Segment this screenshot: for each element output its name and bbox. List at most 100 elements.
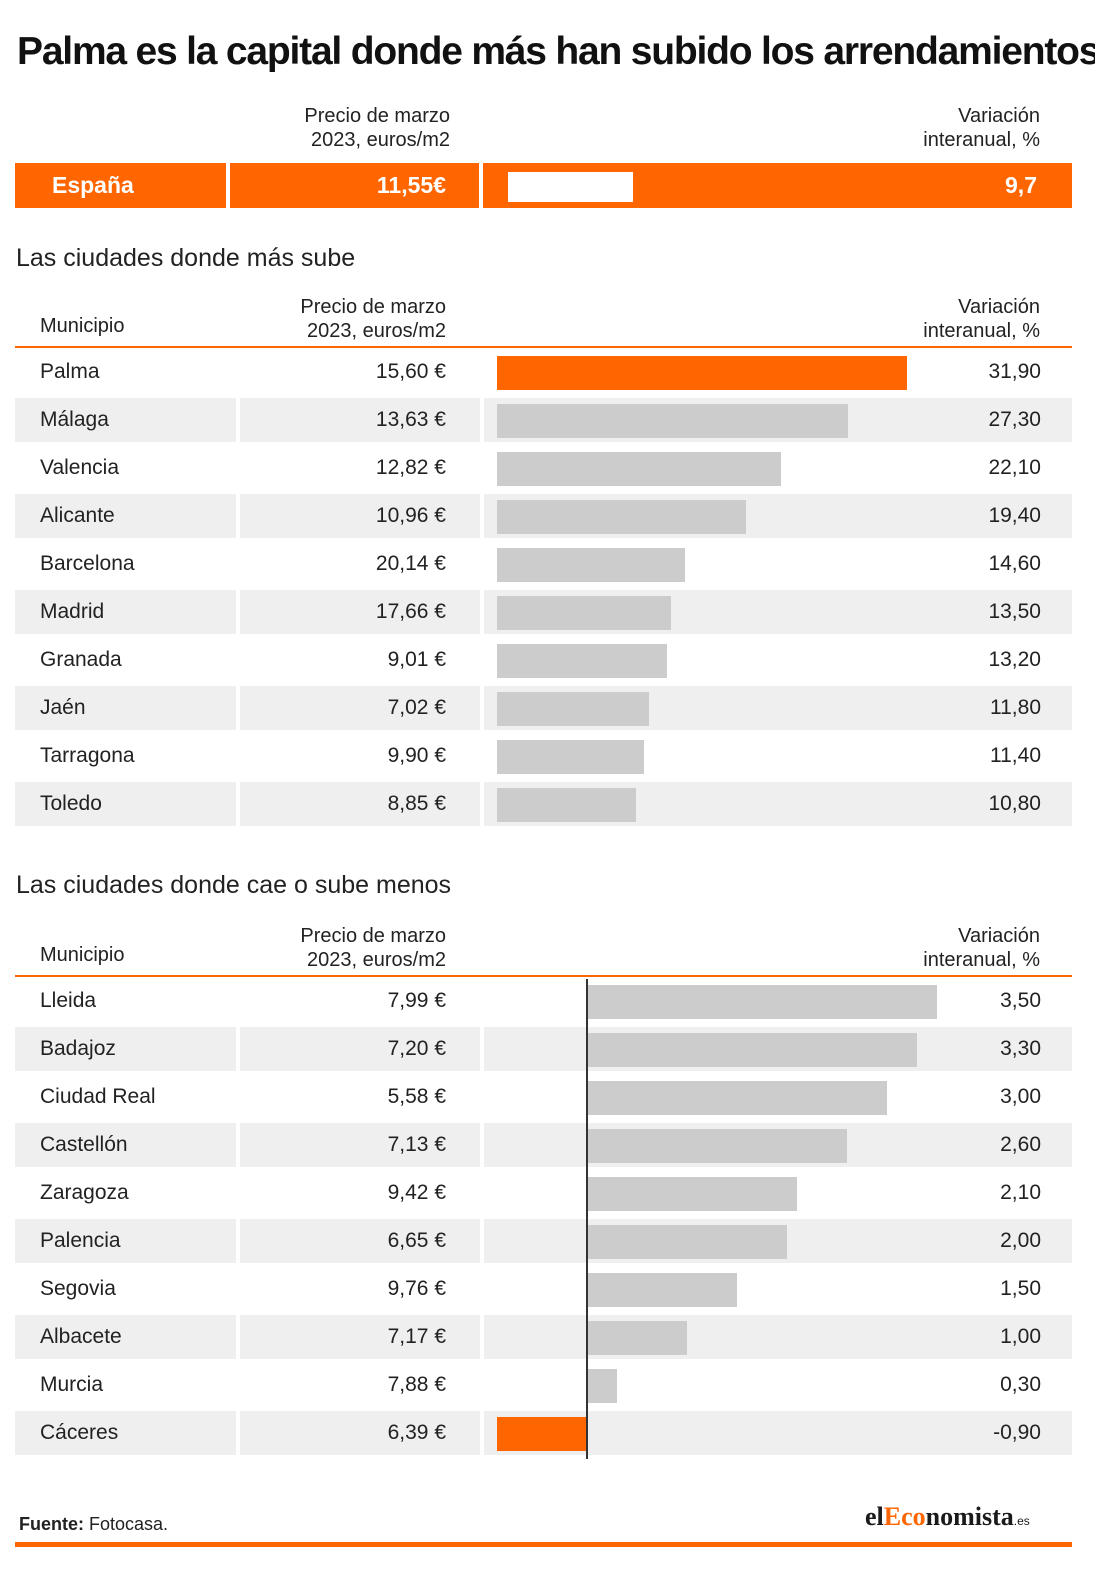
price-cell bbox=[240, 398, 480, 442]
section1-price-header: Precio de marzo 2023, euros/m2 bbox=[246, 295, 446, 343]
bottom-accent-line bbox=[15, 1542, 1072, 1547]
variation-bar bbox=[587, 1321, 687, 1355]
price-header-line2: 2023, euros/m2 bbox=[307, 949, 446, 971]
municipio-header: Municipio bbox=[40, 315, 125, 337]
price-value: 7,13 € bbox=[387, 1133, 446, 1156]
table-row: Toledo 8,85 € 10,80 bbox=[15, 782, 1072, 826]
price-value: 6,65 € bbox=[387, 1229, 446, 1252]
table-row: Lleida 7,99 € 3,50 bbox=[15, 979, 1072, 1023]
table-row: Tarragona 9,90 € 11,40 bbox=[15, 734, 1072, 778]
variation-label: 3,50 bbox=[1000, 989, 1041, 1012]
price-value: 17,66 € bbox=[375, 600, 446, 623]
source-note: Fuente: Fotocasa. bbox=[19, 1514, 168, 1535]
spain-row: España 11,55€ 9,7 bbox=[15, 163, 1072, 208]
table-row: Murcia 7,88 € 0,30 bbox=[15, 1363, 1072, 1407]
variation-header-line2: interanual, % bbox=[923, 129, 1040, 151]
variation-header-line1: Variación bbox=[958, 296, 1040, 318]
price-value: 9,42 € bbox=[387, 1181, 446, 1204]
variation-label: 27,30 bbox=[988, 408, 1041, 431]
variation-label: 19,40 bbox=[988, 504, 1041, 527]
variation-bar bbox=[497, 644, 667, 678]
variation-label: 2,10 bbox=[1000, 1181, 1041, 1204]
price-value: 15,60 € bbox=[375, 360, 446, 383]
variation-bar bbox=[497, 596, 671, 630]
variation-label: 2,00 bbox=[1000, 1229, 1041, 1252]
price-value: 7,20 € bbox=[387, 1037, 446, 1060]
variation-bar bbox=[587, 1081, 887, 1115]
variation-label: 22,10 bbox=[988, 456, 1041, 479]
table-row: Palma 15,60 € 31,90 bbox=[15, 350, 1072, 394]
spain-name-cell bbox=[15, 163, 226, 208]
spain-variation: 9,7 bbox=[1005, 172, 1037, 198]
variation-label: -0,90 bbox=[993, 1421, 1041, 1444]
source-text: Fotocasa. bbox=[89, 1514, 169, 1534]
price-value: 8,85 € bbox=[387, 792, 446, 815]
variation-bar bbox=[587, 1225, 787, 1259]
variation-bar bbox=[587, 1129, 847, 1163]
table-row: Zaragoza 9,42 € 2,10 bbox=[15, 1171, 1072, 1215]
name-cell bbox=[15, 1027, 236, 1071]
variation-header-line1: Variación bbox=[958, 105, 1040, 127]
name-cell bbox=[15, 1411, 236, 1455]
price-value: 7,99 € bbox=[387, 989, 446, 1012]
municipio-name: Barcelona bbox=[40, 552, 135, 575]
variation-label: 11,40 bbox=[990, 744, 1041, 767]
variation-bar bbox=[497, 452, 782, 486]
variation-label: 3,30 bbox=[1000, 1037, 1041, 1060]
zero-axis-line bbox=[586, 979, 588, 1459]
variation-label: 1,50 bbox=[1000, 1277, 1041, 1300]
table-row: Palencia 6,65 € 2,00 bbox=[15, 1219, 1072, 1263]
variation-label: 1,00 bbox=[1000, 1325, 1041, 1348]
municipio-name: Palencia bbox=[40, 1229, 121, 1252]
price-value: 5,58 € bbox=[387, 1085, 446, 1108]
price-value: 7,88 € bbox=[387, 1373, 446, 1396]
table-row: Cáceres 6,39 € -0,90 bbox=[15, 1411, 1072, 1455]
bar-cell bbox=[484, 1363, 1072, 1407]
variation-bar bbox=[497, 356, 907, 390]
variation-bar bbox=[497, 1417, 587, 1451]
price-value: 10,96 € bbox=[375, 504, 446, 527]
variation-bar bbox=[587, 985, 937, 1019]
variation-header-line2: interanual, % bbox=[923, 949, 1040, 971]
price-value: 7,02 € bbox=[387, 696, 446, 719]
table-row: Alicante 10,96 € 19,40 bbox=[15, 494, 1072, 538]
section1-divider bbox=[15, 346, 1072, 348]
table-row: Albacete 7,17 € 1,00 bbox=[15, 1315, 1072, 1359]
variation-header-line2: interanual, % bbox=[923, 320, 1040, 342]
price-header-line2: 2023, euros/m2 bbox=[307, 320, 446, 342]
municipio-name: Badajoz bbox=[40, 1037, 116, 1060]
variation-label: 2,60 bbox=[1000, 1133, 1041, 1156]
price-cell bbox=[240, 686, 480, 730]
name-cell bbox=[15, 782, 236, 826]
section2-table: Lleida 7,99 € 3,50 Badajoz 7,20 € 3,30 Ciudad … bbox=[15, 979, 1072, 1459]
variation-header-line1: Variación bbox=[958, 925, 1040, 947]
name-cell bbox=[15, 590, 236, 634]
spain-price-cell bbox=[230, 163, 479, 208]
price-cell bbox=[240, 1315, 480, 1359]
variation-bar bbox=[587, 1369, 617, 1403]
variation-bar bbox=[497, 404, 848, 438]
variation-bar bbox=[587, 1033, 917, 1067]
price-value: 6,39 € bbox=[387, 1421, 446, 1444]
price-value: 20,14 € bbox=[375, 552, 446, 575]
municipio-name: Jaén bbox=[40, 696, 86, 719]
municipio-name: Málaga bbox=[40, 408, 109, 431]
table-row: Ciudad Real 5,58 € 3,00 bbox=[15, 1075, 1072, 1119]
table-row: Barcelona 20,14 € 14,60 bbox=[15, 542, 1072, 586]
price-header-line1: Precio de marzo bbox=[300, 925, 446, 947]
table-row: Badajoz 7,20 € 3,30 bbox=[15, 1027, 1072, 1071]
source-label: Fuente: bbox=[19, 1514, 84, 1534]
table-row: Málaga 13,63 € 27,30 bbox=[15, 398, 1072, 442]
spain-bar bbox=[508, 172, 633, 202]
table-row: Jaén 7,02 € 11,80 bbox=[15, 686, 1072, 730]
variation-bar bbox=[497, 740, 644, 774]
price-value: 9,76 € bbox=[387, 1277, 446, 1300]
variation-label: 0,30 bbox=[1000, 1373, 1041, 1396]
municipio-name: Segovia bbox=[40, 1277, 116, 1300]
table-row: Segovia 9,76 € 1,50 bbox=[15, 1267, 1072, 1311]
price-cell bbox=[240, 782, 480, 826]
price-cell bbox=[240, 494, 480, 538]
variation-label: 13,50 bbox=[988, 600, 1041, 623]
section2-price-header: Precio de marzo 2023, euros/m2 bbox=[246, 924, 446, 972]
eleconomista-logo: elEconomista.es bbox=[865, 1502, 1030, 1531]
